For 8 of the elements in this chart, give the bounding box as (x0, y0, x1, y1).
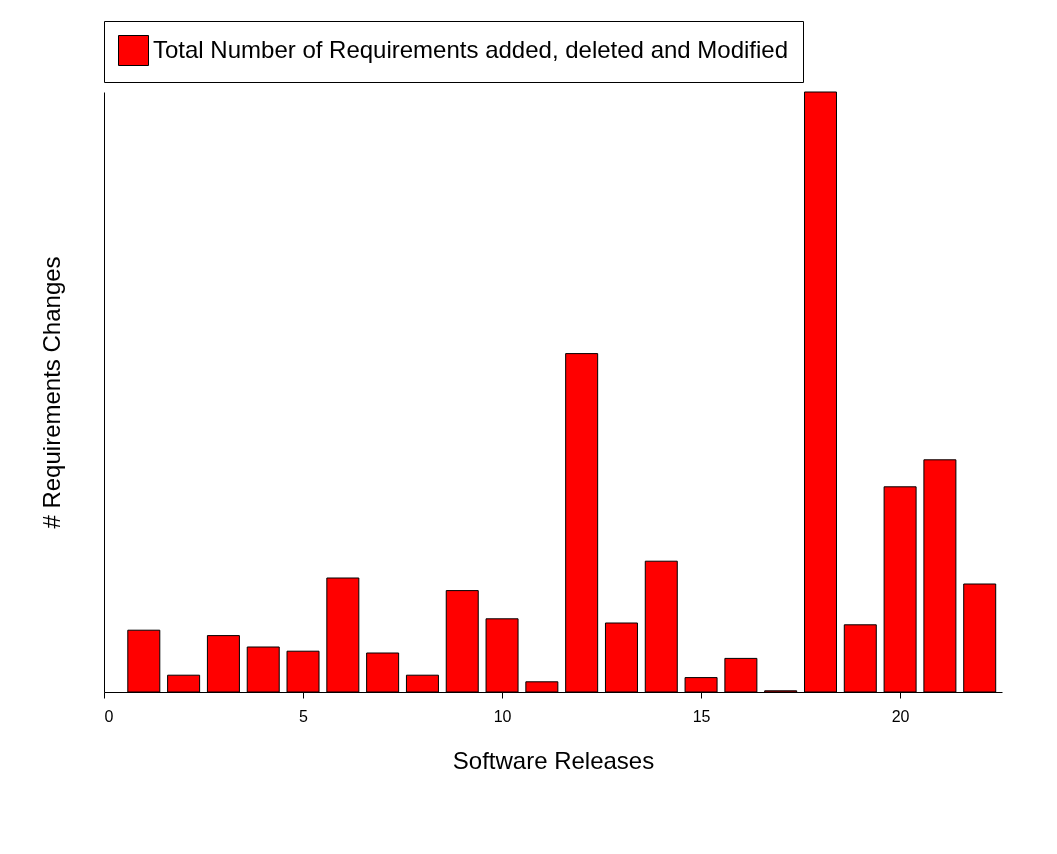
x-axis-title: Software Releases (452, 746, 655, 774)
x-tick-label: 5 (299, 707, 309, 725)
x-tick-label: 10 (493, 707, 512, 725)
x-tick-label: 15 (692, 707, 711, 725)
x-tick-label: 0 (104, 707, 114, 725)
x-tick-label: 20 (891, 707, 910, 725)
legend-label: Total Number of Requirements added, deleted and Modified (153, 35, 789, 63)
y-axis-title: # Requirements Changes (37, 256, 65, 529)
